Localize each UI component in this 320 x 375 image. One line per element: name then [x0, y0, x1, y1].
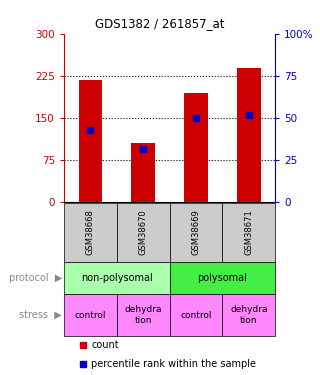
- Text: count: count: [92, 340, 119, 350]
- Bar: [78, 80, 102, 203]
- Text: stress  ▶: stress ▶: [19, 310, 62, 320]
- Text: GSM38669: GSM38669: [191, 210, 201, 255]
- Text: GSM38668: GSM38668: [86, 210, 95, 255]
- Bar: [117, 202, 170, 262]
- Text: non-polysomal: non-polysomal: [81, 273, 153, 283]
- Text: GSM38671: GSM38671: [244, 210, 253, 255]
- Bar: [117, 294, 170, 336]
- Bar: [64, 294, 117, 336]
- Text: GDS1382 / 261857_at: GDS1382 / 261857_at: [95, 17, 225, 30]
- Text: percentile rank within the sample: percentile rank within the sample: [92, 359, 256, 369]
- Text: control: control: [75, 310, 106, 320]
- Text: GSM38670: GSM38670: [139, 210, 148, 255]
- Text: dehydra
tion: dehydra tion: [230, 305, 268, 325]
- Text: control: control: [180, 310, 212, 320]
- Text: protocol  ▶: protocol ▶: [9, 273, 62, 283]
- Bar: [170, 262, 275, 294]
- Text: dehydra
tion: dehydra tion: [124, 305, 162, 325]
- Bar: [131, 144, 155, 202]
- Bar: [170, 294, 222, 336]
- Bar: [170, 202, 222, 262]
- Bar: [222, 202, 275, 262]
- Bar: [222, 294, 275, 336]
- Bar: [64, 262, 170, 294]
- Text: polysomal: polysomal: [197, 273, 247, 283]
- Bar: [184, 93, 208, 202]
- Bar: [237, 68, 261, 203]
- Bar: [64, 202, 117, 262]
